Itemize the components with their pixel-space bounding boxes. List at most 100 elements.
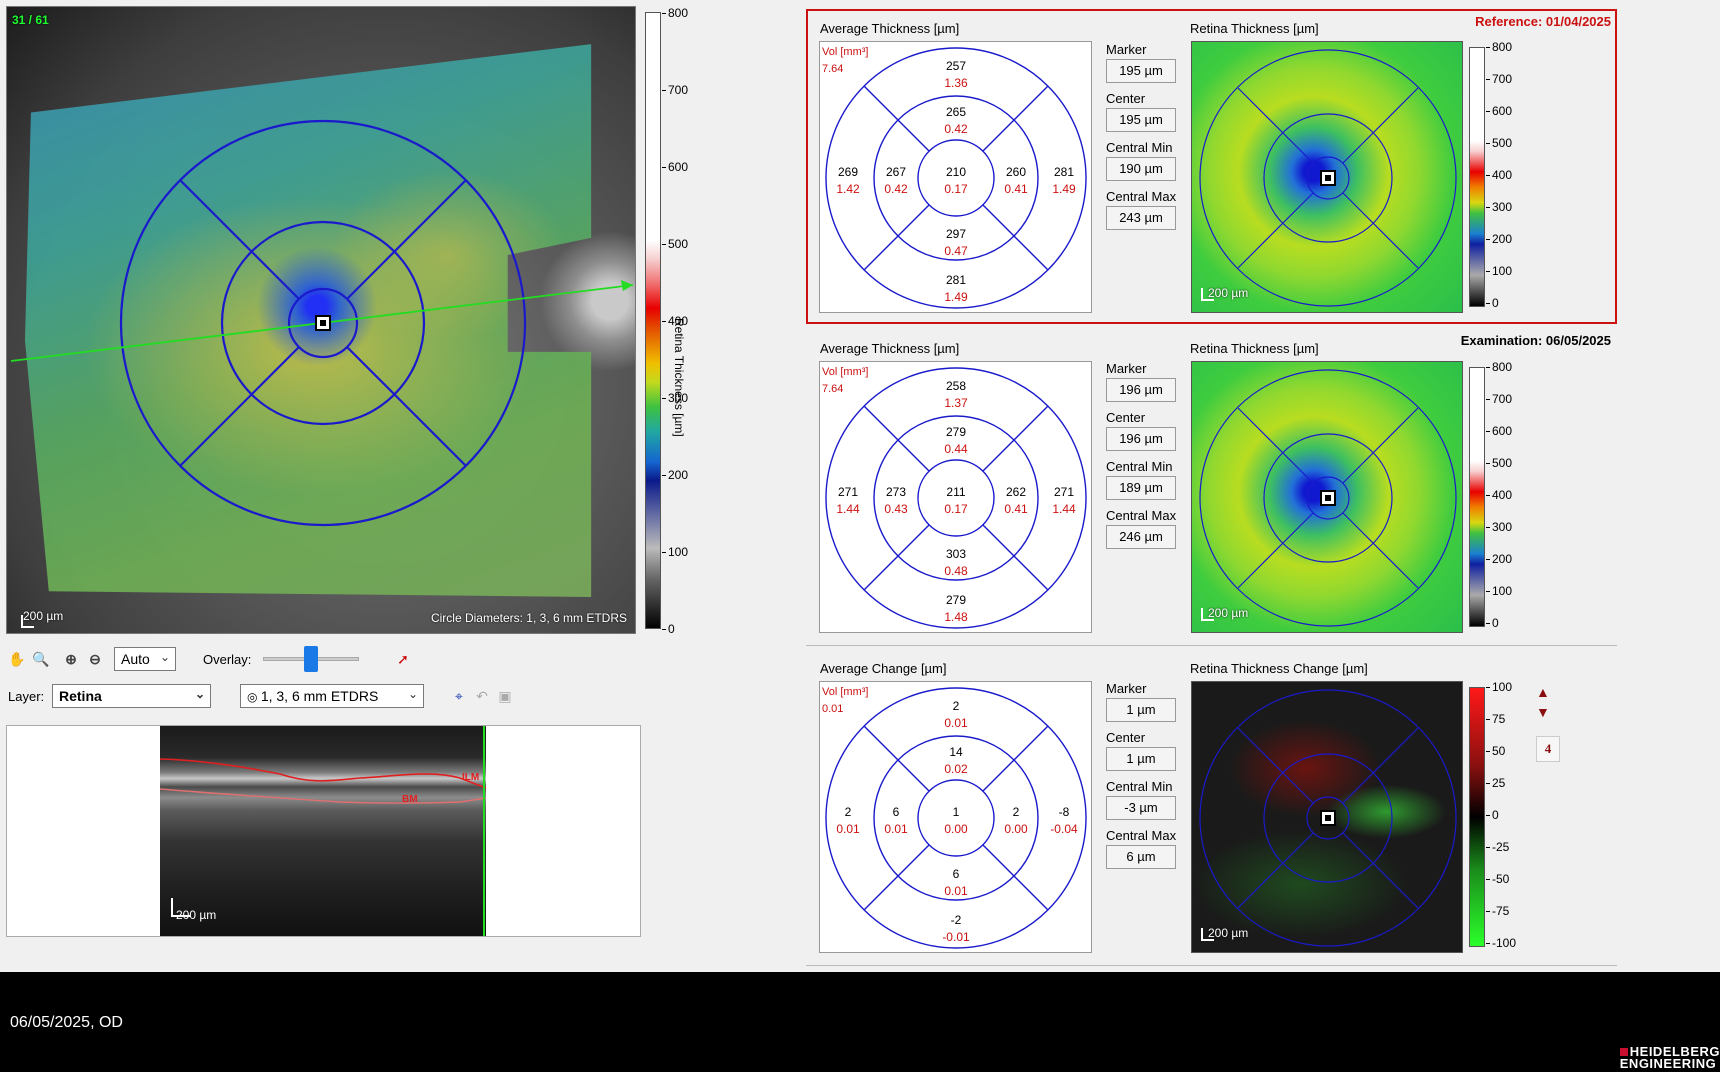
change-colorbar <box>1469 687 1485 947</box>
central-max-value: 246 µm <box>1106 525 1176 549</box>
sector-outer-bottom: -2 -0.01 <box>936 912 976 946</box>
center-label: Center <box>1106 91 1146 106</box>
etdrs-values-grid: Vol [mm³] 7.64 257 1.36 265 0.42 269 1.42 26… <box>819 41 1092 313</box>
sector-inner-left: 6 0.01 <box>876 804 916 838</box>
sector-volume: 0.47 <box>944 244 968 258</box>
layer-value: Retina <box>59 688 102 704</box>
sector-inner-right: 260 0.41 <box>996 164 1036 198</box>
colorbar-tick: 600 <box>661 160 689 174</box>
pointer-marker-icon[interactable]: ➚ <box>397 651 409 667</box>
pan-hand-icon[interactable]: ✋ <box>8 651 26 667</box>
vol-box: Vol [mm³] 7.64 <box>822 44 868 78</box>
map-title: Retina Thickness [µm] <box>1190 341 1319 356</box>
undo-icon[interactable]: ↶ <box>476 688 488 704</box>
center-value: 196 µm <box>1106 427 1176 451</box>
circle-diameters-label: Circle Diameters: 1, 3, 6 mm ETDRS <box>430 611 627 625</box>
sector-thickness: 2 <box>844 805 852 819</box>
marker-label: Marker <box>1106 681 1147 696</box>
central-min-label: Central Min <box>1106 779 1173 794</box>
sector-outer-right: -8 -0.04 <box>1044 804 1084 838</box>
sector-volume: 0.02 <box>944 762 968 776</box>
zoom-in-icon[interactable]: ⊕ <box>65 651 77 667</box>
etdrs-grid-lines <box>825 47 1087 309</box>
magnifier-icon[interactable]: 🔍 <box>32 651 50 667</box>
marker-label: Marker <box>1106 361 1147 376</box>
sector-volume: 1.49 <box>944 290 968 304</box>
sector-thickness: 269 <box>837 165 859 179</box>
sector-volume: 0.00 <box>1004 822 1028 836</box>
vol-label: Vol [mm³] <box>822 46 869 58</box>
layer-select[interactable]: Retina ⌄ <box>52 684 211 708</box>
ilm-label: ILM <box>462 772 480 783</box>
thickness-change-map[interactable]: 200 µm <box>1191 681 1463 953</box>
colorbar-tick: 0 <box>662 622 675 636</box>
sector-thickness: 257 <box>945 59 967 73</box>
sector-outer-bottom: 281 1.49 <box>936 272 976 306</box>
sector-inner-bottom: 297 0.47 <box>936 226 976 260</box>
overlay-slider-thumb[interactable] <box>304 646 318 672</box>
colorbar-tick: -75 <box>1485 904 1510 918</box>
center-grid-icon[interactable]: ⌖ <box>455 688 463 704</box>
zoom-out-icon[interactable]: ⊖ <box>89 651 101 667</box>
sector-volume: 1.49 <box>1052 182 1076 196</box>
sector-inner-left: 267 0.42 <box>876 164 916 198</box>
grid-value: 1, 3, 6 mm ETDRS <box>260 688 379 704</box>
minimap-scale-bar: 200 µm <box>1208 606 1249 620</box>
central-max-label: Central Max <box>1106 508 1177 523</box>
zoom-mode-select[interactable]: Auto ⌄ <box>114 647 176 671</box>
vol-value: 0.01 <box>822 703 844 715</box>
colorbar-tick: 50 <box>1485 744 1506 758</box>
sector-outer-right: 271 1.44 <box>1044 484 1084 518</box>
sector-thickness: 279 <box>945 593 967 607</box>
colorbar-tick: 300 <box>1485 520 1513 534</box>
sector-volume: 0.44 <box>944 442 968 456</box>
sector-volume: -0.01 <box>942 930 970 944</box>
colorbar-tick: 200 <box>1485 232 1513 246</box>
oct-bscan-image[interactable]: ILM BM 200 µm <box>160 726 486 936</box>
colorbar-tick: 0 <box>1486 616 1499 630</box>
vol-box: Vol [mm³] 0.01 <box>822 684 868 718</box>
central-max-label: Central Max <box>1106 828 1177 843</box>
sector-thickness: 297 <box>945 227 967 241</box>
scale-bar-label: 200 µm <box>23 609 64 623</box>
increase-threshold-up-icon[interactable]: ▲ <box>1536 684 1550 700</box>
grid-select[interactable]: ◎ 1, 3, 6 mm ETDRS ⌄ <box>240 684 424 708</box>
threshold-step-value[interactable]: 4 <box>1536 736 1560 762</box>
sector-outer-top: 257 1.36 <box>936 58 976 92</box>
minimap-scale-bar: 200 µm <box>1208 286 1249 300</box>
colorbar-tick: 600 <box>1485 104 1513 118</box>
reference-date: Reference: 01/04/2025 <box>1475 14 1611 29</box>
reference-thickness-map[interactable]: 200 µm <box>1191 41 1463 313</box>
sector-volume: 1.44 <box>836 502 860 516</box>
sector-center: 211 0.17 <box>936 484 976 518</box>
status-bar: 06/05/2025, OD HEIDELBERG ENGINEERING <box>0 972 1720 1072</box>
sector-thickness: 303 <box>945 547 967 561</box>
central-max-value: 6 µm <box>1106 845 1176 869</box>
colorbar-tick: 300 <box>661 391 689 405</box>
sector-outer-left: 269 1.42 <box>828 164 868 198</box>
colorbar-tick: 0 <box>1486 296 1499 310</box>
center-label: Center <box>1106 410 1146 425</box>
colorbar-tick: 75 <box>1485 712 1506 726</box>
sector-thickness: 260 <box>1005 165 1027 179</box>
sector-thickness: -2 <box>950 913 962 927</box>
minimap-grid <box>1199 369 1457 627</box>
sector-inner-bottom: 303 0.48 <box>936 546 976 580</box>
sector-thickness: 6 <box>892 805 900 819</box>
sector-thickness: 6 <box>952 867 960 881</box>
decrease-threshold-down-icon[interactable]: ▼ <box>1536 704 1550 720</box>
save-icon[interactable]: ▣ <box>498 688 512 704</box>
colorbar-tick: 700 <box>1485 392 1513 406</box>
fundus-thickness-map[interactable]: 31 / 61 200 µm Circle Diameters: 1, 3, 6… <box>6 6 636 634</box>
examination-thickness-map[interactable]: 200 µm <box>1191 361 1463 633</box>
sector-thickness: 265 <box>945 105 967 119</box>
colorbar-tick: 700 <box>661 83 689 97</box>
sector-inner-bottom: 6 0.01 <box>936 866 976 900</box>
central-max-label: Central Max <box>1106 189 1177 204</box>
frame-counter: 31 / 61 <box>12 13 49 27</box>
etdrs-change-grid: Vol [mm³] 0.01 2 0.01 14 0.02 2 0.01 6 0.01 1… <box>819 681 1092 953</box>
sector-thickness: 2 <box>952 699 960 713</box>
sector-volume: 0.01 <box>836 822 860 836</box>
sector-thickness: 14 <box>949 745 963 759</box>
colorbar-tick: 25 <box>1485 776 1506 790</box>
